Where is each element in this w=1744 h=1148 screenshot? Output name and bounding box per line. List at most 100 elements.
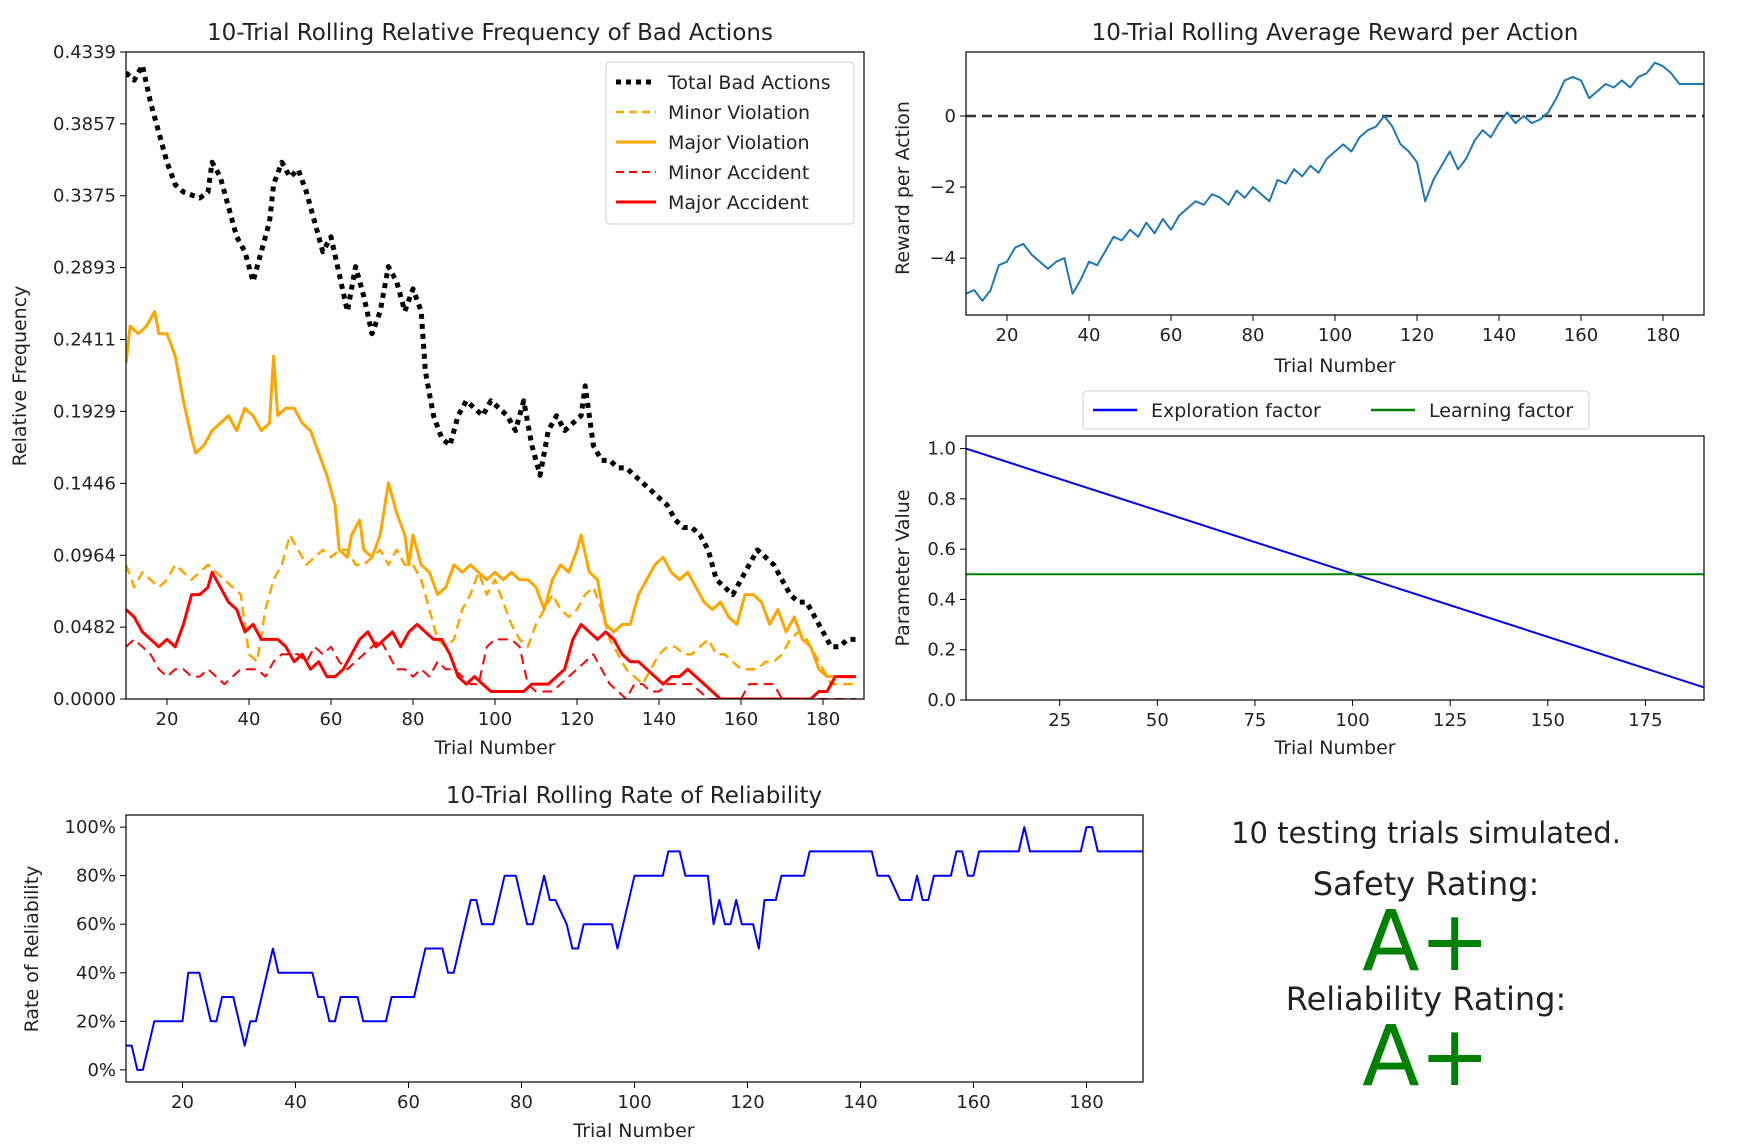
parameters-x-tick-label: 25 xyxy=(1048,710,1071,731)
reliability-grade: A+ xyxy=(1362,1007,1490,1105)
parameters-y-tick-label: 0.0 xyxy=(927,690,956,711)
reward-x-tick-label: 100 xyxy=(1318,325,1352,346)
reliability-chart: 10-Trial Rolling Rate of Reliability 20 4… xyxy=(21,783,1144,1142)
reward-x-tick-label: 120 xyxy=(1400,325,1434,346)
bad-actions-legend-label: Minor Violation xyxy=(668,102,810,124)
reward-plot: 20 40 60 80 100 120 140 160 180 −4 −2 0 xyxy=(929,61,1704,346)
bad-actions-x-tick-label: 20 xyxy=(156,709,179,730)
reliability-title: 10-Trial Rolling Rate of Reliability xyxy=(446,783,822,809)
reliability-x-tick-label: 180 xyxy=(1069,1092,1103,1113)
parameters-x-tick-label: 125 xyxy=(1433,710,1467,731)
reliability-rating-label: Reliability Rating: xyxy=(1286,980,1566,1018)
reliability-x-tick-label: 140 xyxy=(843,1092,877,1113)
trials-simulated-text: 10 testing trials simulated. xyxy=(1231,816,1621,850)
safety-grade: A+ xyxy=(1362,892,1490,990)
reliability-x-tick-label: 100 xyxy=(617,1092,651,1113)
reward-frame xyxy=(965,51,1705,316)
bad-actions-y-tick-label: 0.0964 xyxy=(53,545,116,566)
parameters-y-tick-label: 0.4 xyxy=(927,589,956,610)
parameters-plot: 25 50 75 100 125 150 175 0.0 0.2 0.4 0.6 0.8 1.0 xyxy=(927,439,1704,731)
reliability-x-label: Trial Number xyxy=(572,1120,694,1142)
parameters-legend-label: Exploration factor xyxy=(1151,400,1321,422)
reliability-y-label: Rate of Reliability xyxy=(21,866,43,1033)
safety-rating-label: Safety Rating: xyxy=(1313,865,1539,903)
bad-actions-legend-label: Major Violation xyxy=(668,132,810,154)
parameters-legend-box xyxy=(1082,390,1590,430)
reward-series-0 xyxy=(966,61,1704,302)
bad-actions-series-3 xyxy=(126,638,856,699)
parameters-x-tick-label: 50 xyxy=(1146,710,1169,731)
parameters-chart: Exploration factor Learning factor 25 50 75… xyxy=(892,390,1705,759)
bad-actions-legend-box xyxy=(605,61,855,225)
bad-actions-y-tick-label: 0.0000 xyxy=(53,689,116,710)
parameters-x-tick-label: 75 xyxy=(1243,710,1266,731)
parameters-x-tick-label: 150 xyxy=(1531,710,1565,731)
reward-x-tick-label: 160 xyxy=(1564,325,1598,346)
reward-title: 10-Trial Rolling Average Reward per Acti… xyxy=(1092,20,1579,46)
bad-actions-y-tick-label: 0.4339 xyxy=(53,42,116,63)
reliability-x-tick-label: 80 xyxy=(510,1092,533,1113)
reliability-x-tick-label: 40 xyxy=(284,1092,307,1113)
bad-actions-legend-label: Minor Accident xyxy=(668,162,809,184)
rating-summary: 10 testing trials simulated. Safety Rati… xyxy=(1231,816,1621,1105)
reliability-y-tick-label: 20% xyxy=(76,1011,116,1032)
reward-x-tick-label: 80 xyxy=(1242,325,1265,346)
reward-y-tick-label: −2 xyxy=(929,177,956,198)
bad-actions-y-tick-label: 0.2893 xyxy=(53,258,116,279)
bad-actions-y-tick-label: 0.0482 xyxy=(53,617,116,638)
bad-actions-x-tick-label: 100 xyxy=(478,709,512,730)
bad-actions-legend: Total Bad Actions Minor Violation Major Vi… xyxy=(605,61,855,225)
parameters-frame xyxy=(965,435,1705,701)
bad-actions-series-4 xyxy=(126,570,856,699)
reward-x-tick-label: 60 xyxy=(1160,325,1183,346)
reward-x-label: Trial Number xyxy=(1273,355,1395,377)
parameters-y-label: Parameter Value xyxy=(892,489,914,646)
parameters-x-tick-label: 175 xyxy=(1628,710,1662,731)
reliability-x-tick-label: 120 xyxy=(730,1092,764,1113)
reliability-y-tick-label: 100% xyxy=(65,817,116,838)
bad-actions-x-tick-label: 160 xyxy=(724,709,758,730)
bad-actions-plot: 20 40 60 80 100 120 140 160 180 0.0000 0.0482 0.096… xyxy=(53,42,856,730)
parameters-series-0 xyxy=(966,447,1704,689)
bad-actions-x-tick-label: 120 xyxy=(560,709,594,730)
reliability-y-tick-label: 80% xyxy=(76,866,116,887)
bad-actions-y-tick-label: 0.3857 xyxy=(53,114,116,135)
reliability-frame xyxy=(125,814,1144,1083)
reliability-x-tick-label: 20 xyxy=(171,1092,194,1113)
bad-actions-y-tick-label: 0.1929 xyxy=(53,401,116,422)
bad-actions-legend-label: Total Bad Actions xyxy=(667,72,831,94)
reward-y-label: Reward per Action xyxy=(892,101,914,275)
reward-chart: 10-Trial Rolling Average Reward per Acti… xyxy=(892,20,1705,377)
bad-actions-y-tick-label: 0.3375 xyxy=(53,186,116,207)
reward-y-tick-label: 0 xyxy=(945,106,956,127)
bad-actions-legend-label: Major Accident xyxy=(668,192,809,214)
bad-actions-series-1 xyxy=(126,533,856,686)
reward-x-tick-label: 20 xyxy=(996,325,1019,346)
parameters-x-tick-label: 100 xyxy=(1335,710,1369,731)
reliability-y-tick-label: 0% xyxy=(87,1060,116,1081)
parameters-y-tick-label: 0.2 xyxy=(927,640,956,661)
reliability-y-tick-label: 40% xyxy=(76,963,116,984)
bad-actions-x-tick-label: 180 xyxy=(806,709,840,730)
reliability-y-tick-label: 60% xyxy=(76,914,116,935)
bad-actions-series-2 xyxy=(126,309,856,679)
bad-actions-frame xyxy=(125,51,865,700)
parameters-legend-label: Learning factor xyxy=(1429,400,1573,422)
parameters-y-tick-label: 0.6 xyxy=(927,539,956,560)
bad-actions-series-0 xyxy=(126,62,856,650)
reward-x-tick-label: 140 xyxy=(1482,325,1516,346)
parameters-y-tick-label: 1.0 xyxy=(927,439,956,460)
bad-actions-y-tick-label: 0.2411 xyxy=(53,329,116,350)
reliability-x-tick-label: 160 xyxy=(956,1092,990,1113)
parameters-y-tick-label: 0.8 xyxy=(927,489,956,510)
reward-x-tick-label: 180 xyxy=(1646,325,1680,346)
reliability-series-0 xyxy=(126,826,1143,1071)
bad-actions-y-tick-label: 0.1446 xyxy=(53,473,116,494)
bad-actions-x-tick-label: 140 xyxy=(642,709,676,730)
bad-actions-x-tick-label: 40 xyxy=(238,709,261,730)
reward-x-tick-label: 40 xyxy=(1078,325,1101,346)
reliability-plot: 20 40 60 80 100 120 140 160 180 0% 20% 40% 60% 80% 100… xyxy=(65,817,1143,1113)
reliability-x-tick-label: 60 xyxy=(397,1092,420,1113)
reward-y-tick-label: −4 xyxy=(929,248,956,269)
